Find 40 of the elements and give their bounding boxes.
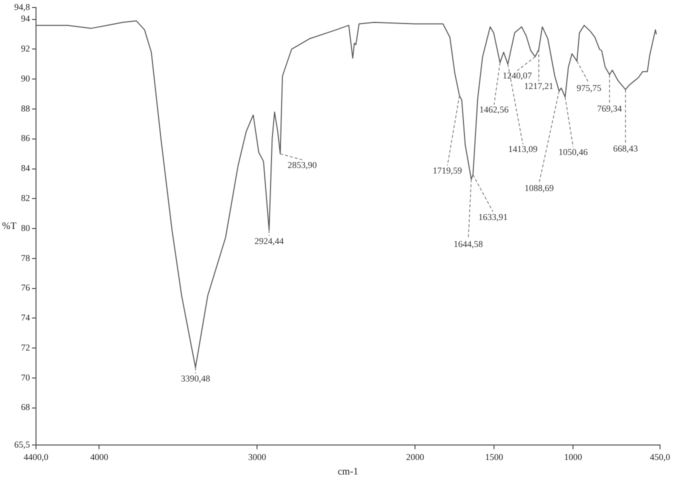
y-tick-label: 76 [21, 282, 30, 293]
y-tick-label: 70 [21, 372, 30, 382]
y-tick-label: 86 [21, 133, 30, 144]
annotation: 1050,46 [558, 147, 588, 158]
y-tick-label: 88 [21, 103, 30, 114]
x-tick-label: 2000 [406, 452, 425, 462]
annotation: 2924,44 [254, 236, 284, 246]
annotation: 1240,07 [502, 70, 532, 81]
annotation: 1462,56 [479, 104, 510, 115]
y-tick-label: 65,5 [14, 440, 30, 450]
annotation: 1217,21 [524, 81, 554, 92]
x-tick-label: 4400,0 [24, 452, 49, 462]
y-tick-label: 74 [21, 312, 30, 323]
x-tick-label: 4000 [90, 452, 109, 462]
y-axis-title: %T [2, 220, 16, 232]
y-tick-label: 80 [21, 222, 30, 233]
y-tick-label: 84 [21, 163, 30, 174]
annotation: 3390,48 [180, 374, 211, 384]
annotation: 2853,90 [288, 160, 318, 170]
y-tick-label: 78 [21, 252, 30, 263]
x-tick-label: 3000 [248, 452, 267, 462]
annotation: 1413,09 [508, 144, 538, 154]
annotation: 668,43 [613, 144, 638, 154]
y-tick-label: 94,8 [14, 2, 30, 12]
y-tick-label: 68 [21, 402, 30, 412]
y-tick-label: 90 [21, 73, 30, 84]
x-tick-label: 1000 [564, 452, 583, 462]
annotation: 1633,91 [478, 212, 508, 222]
x-tick-label: 1500 [485, 452, 504, 462]
y-tick-label: 92 [21, 44, 30, 54]
annotation: 975,75 [576, 83, 602, 94]
annotation: 769,34 [597, 104, 622, 114]
annotation: 1088,69 [524, 183, 554, 194]
x-axis-title: cm-1 [338, 466, 358, 478]
annotation: 1644,58 [454, 239, 484, 250]
x-tick-label: 450,0 [650, 452, 671, 462]
annotation: 1719,59 [432, 166, 463, 176]
y-tick-label: 72 [21, 342, 30, 352]
y-tick-label: 94 [21, 14, 30, 24]
y-tick-label: 82 [21, 193, 30, 204]
